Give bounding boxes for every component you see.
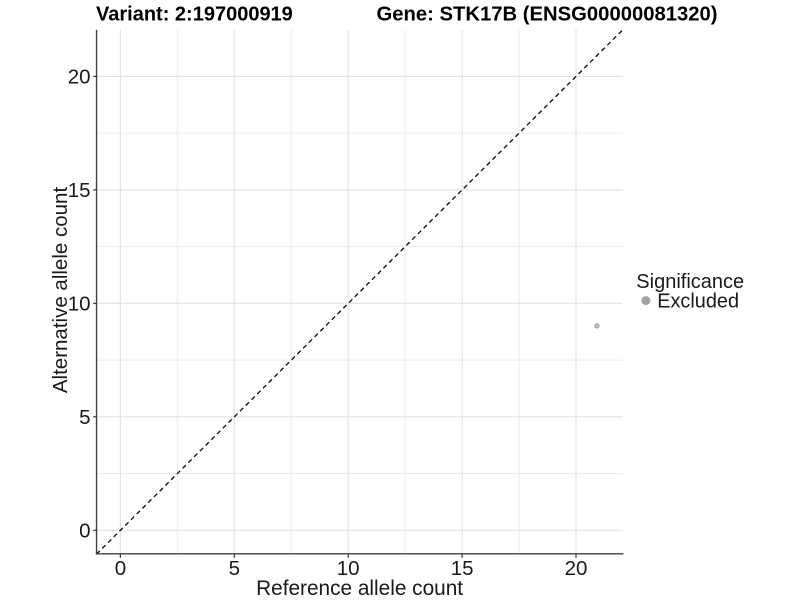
svg-text:5: 5 xyxy=(79,406,90,429)
svg-text:0: 0 xyxy=(79,520,90,543)
svg-text:Alternative allele count: Alternative allele count xyxy=(49,187,72,394)
svg-text:20: 20 xyxy=(68,66,91,89)
svg-text:5: 5 xyxy=(229,557,240,580)
svg-text:15: 15 xyxy=(451,557,474,580)
svg-text:Significance: Significance xyxy=(636,271,744,293)
svg-text:Reference allele count: Reference allele count xyxy=(256,577,463,600)
svg-text:Excluded: Excluded xyxy=(657,291,739,313)
svg-text:Variant: 2:197000919: Variant: 2:197000919 xyxy=(96,4,293,26)
svg-text:15: 15 xyxy=(68,179,91,202)
svg-text:Gene: STK17B (ENSG00000081320): Gene: STK17B (ENSG00000081320) xyxy=(377,4,718,26)
svg-text:0: 0 xyxy=(115,557,126,580)
svg-text:10: 10 xyxy=(337,557,360,580)
svg-text:10: 10 xyxy=(68,293,91,316)
svg-text:20: 20 xyxy=(565,557,588,580)
